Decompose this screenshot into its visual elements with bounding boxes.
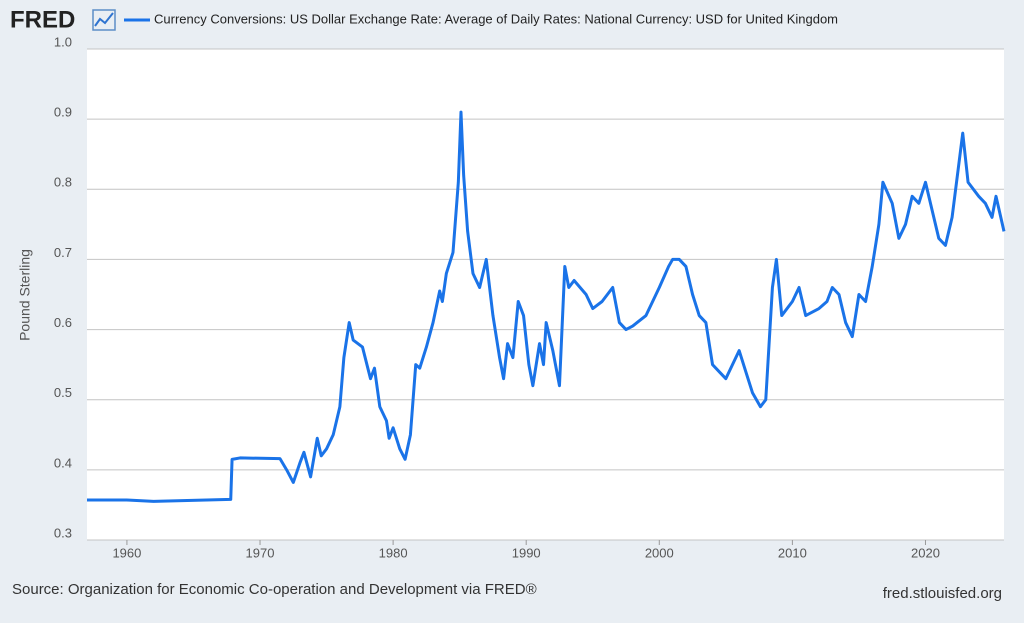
x-tick-label: 2010 — [778, 545, 807, 560]
x-tick-label: 2000 — [645, 545, 674, 560]
legend-label: Currency Conversions: US Dollar Exchange… — [154, 11, 838, 26]
credit: fred.stlouisfed.org — [883, 585, 1002, 602]
y-tick-label: 0.6 — [54, 315, 72, 330]
x-tick-label: 1980 — [379, 545, 408, 560]
logo-icon-line — [94, 12, 114, 27]
y-axis-label: Pound Sterling — [17, 249, 33, 341]
y-tick-label: 0.5 — [54, 385, 72, 400]
y-tick-label: 0.4 — [54, 455, 72, 470]
series-line — [87, 110, 1006, 503]
logo: FRED — [10, 6, 75, 33]
x-tick-label: 1970 — [246, 545, 275, 560]
source: Source: Organization for Economic Co-ope… — [12, 581, 537, 598]
y-tick-label: 0.9 — [54, 105, 72, 120]
y-tick-label: 1.0 — [54, 34, 72, 49]
y-tick-label: 0.3 — [54, 525, 72, 540]
y-tick-label: 0.7 — [54, 245, 72, 260]
x-tick-label: 2020 — [911, 545, 940, 560]
y-tick-label: 0.8 — [54, 175, 72, 190]
x-tick-label: 1990 — [512, 545, 541, 560]
logo-icon — [92, 9, 116, 31]
x-tick-label: 1960 — [112, 545, 141, 560]
